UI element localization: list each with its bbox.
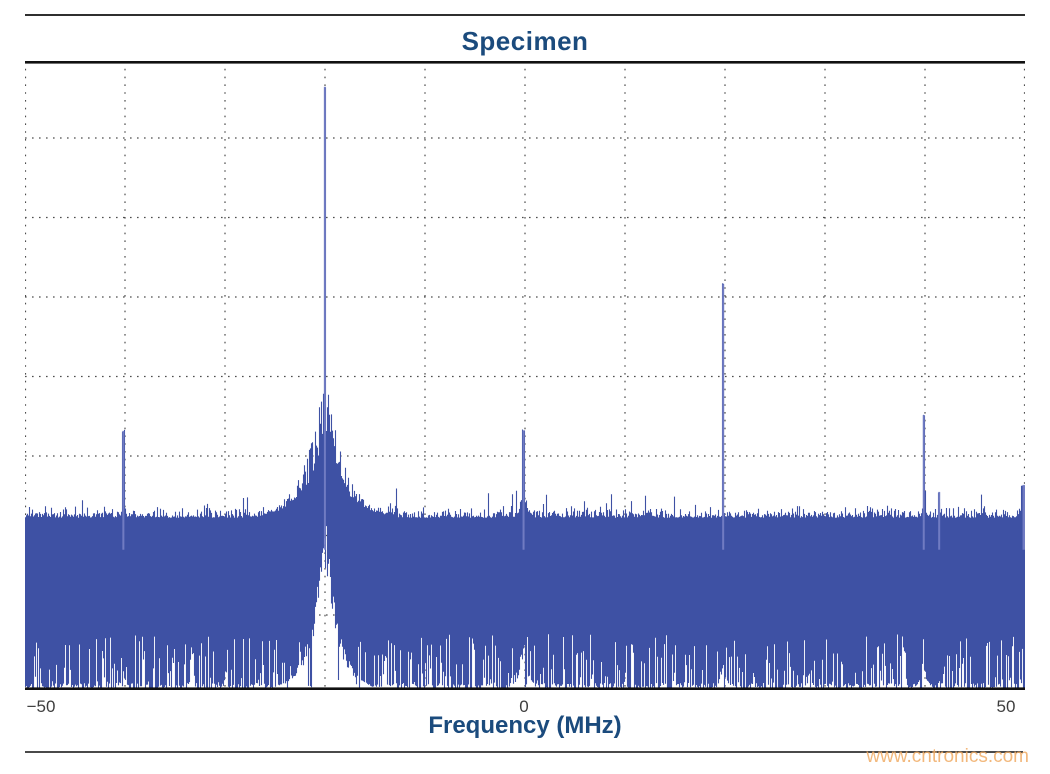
top-rule-divider [25, 14, 1025, 16]
spectrum-plot-canvas [25, 61, 1025, 690]
plot-area [25, 61, 1025, 690]
watermark-text: www.cntronics.com [866, 746, 1029, 767]
chart-title: Specimen [461, 26, 589, 56]
bottom-rule-divider [25, 751, 1023, 753]
x-tick-label: 0 [519, 697, 529, 716]
x-tick-label: 50 [996, 697, 1016, 716]
x-tick-label: −50 [26, 697, 56, 716]
x-axis-label: Frequency (MHz) [428, 712, 622, 739]
